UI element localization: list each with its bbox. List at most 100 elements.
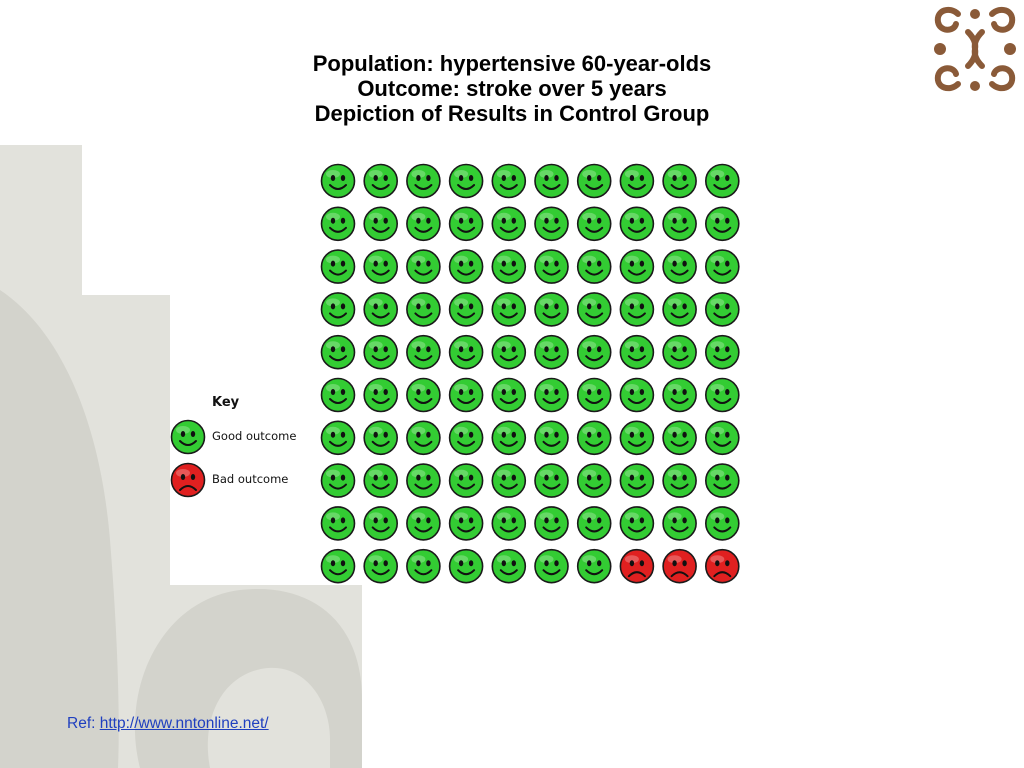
smiley-face-icon xyxy=(363,249,398,284)
smiley-face-icon xyxy=(704,463,740,498)
smiley-face-icon xyxy=(406,420,441,456)
legend-smiley-face-icon xyxy=(170,419,206,455)
reference-prefix: Ref: xyxy=(67,715,100,732)
smiley-face-icon xyxy=(534,292,569,327)
smiley-face-icon xyxy=(704,420,740,456)
smiley-face-icon xyxy=(662,377,697,413)
smiley-face-icon xyxy=(662,463,697,498)
smiley-face-icon xyxy=(491,292,527,327)
smiley-face-icon xyxy=(662,334,697,370)
smiley-face-icon xyxy=(448,334,484,370)
smiley-face-icon xyxy=(491,420,527,456)
smiley-face-icon xyxy=(662,163,697,199)
smiley-face-icon xyxy=(576,292,612,327)
smiley-face-icon xyxy=(320,334,356,370)
smiley-face-icon xyxy=(448,506,484,541)
smiley-face-icon xyxy=(534,377,569,413)
smiley-face-icon xyxy=(704,249,740,284)
smiley-face-icon xyxy=(406,292,441,327)
legend-label-bad: Bad outcome xyxy=(212,472,289,486)
smiley-face-icon xyxy=(534,463,569,498)
smiley-face-icon xyxy=(448,377,484,413)
frowny-face-icon xyxy=(662,548,697,584)
smiley-face-icon xyxy=(448,548,484,584)
smiley-face-icon xyxy=(704,377,740,413)
smiley-face-icon xyxy=(491,506,527,541)
smiley-face-icon xyxy=(320,163,356,199)
smiley-face-icon xyxy=(534,163,569,199)
smiley-face-icon xyxy=(363,506,398,541)
smiley-face-icon xyxy=(534,420,569,456)
smiley-face-icon xyxy=(363,163,398,199)
smiley-face-icon xyxy=(576,463,612,498)
background-swirl xyxy=(0,290,119,768)
smiley-face-icon xyxy=(619,420,655,456)
smiley-face-icon xyxy=(406,506,441,541)
smiley-face-icon xyxy=(704,206,740,242)
smiley-face-icon xyxy=(662,420,697,456)
smiley-face-icon xyxy=(320,463,356,498)
smiley-face-icon xyxy=(320,292,356,327)
legend-title: Key xyxy=(212,395,240,410)
legend-label-good: Good outcome xyxy=(212,429,297,443)
smiley-face-icon xyxy=(704,334,740,370)
smiley-face-icon xyxy=(448,163,484,199)
slide-title: Population: hypertensive 60-year-olds Ou… xyxy=(262,51,762,126)
smiley-face-icon xyxy=(491,334,527,370)
smiley-face-icon xyxy=(320,506,356,541)
smiley-face-icon xyxy=(363,377,398,413)
smiley-face-icon xyxy=(363,292,398,327)
smiley-face-icon xyxy=(363,420,398,456)
smiley-face-icon xyxy=(406,548,441,584)
smiley-face-icon xyxy=(576,163,612,199)
smiley-face-icon xyxy=(320,206,356,242)
smiley-face-icon xyxy=(406,334,441,370)
smiley-face-icon xyxy=(534,506,569,541)
smiley-face-icon xyxy=(704,292,740,327)
smiley-face-icon xyxy=(662,506,697,541)
smiley-face-icon xyxy=(491,206,527,242)
smiley-face-icon xyxy=(662,292,697,327)
ornamental-swirl-logo xyxy=(934,6,1016,92)
icon-array-chart xyxy=(170,163,740,584)
smiley-face-icon xyxy=(534,249,569,284)
smiley-face-icon xyxy=(662,249,697,284)
smiley-face-icon xyxy=(406,163,441,199)
smiley-face-icon xyxy=(320,420,356,456)
smiley-face-icon xyxy=(619,334,655,370)
smiley-face-icon xyxy=(534,206,569,242)
smiley-face-icon xyxy=(534,548,569,584)
smiley-face-icon xyxy=(576,249,612,284)
reference-line: Ref: http://www.nntonline.net/ xyxy=(67,715,269,733)
smiley-face-icon xyxy=(576,548,612,584)
background-swirl-hole xyxy=(207,667,330,768)
smiley-face-icon xyxy=(576,506,612,541)
smiley-face-icon xyxy=(363,206,398,242)
smiley-face-icon xyxy=(491,377,527,413)
frowny-face-icon xyxy=(704,548,740,584)
smiley-face-icon xyxy=(576,377,612,413)
smiley-face-icon xyxy=(534,334,569,370)
smiley-face-icon xyxy=(619,506,655,541)
smiley-face-icon xyxy=(320,548,356,584)
smiley-face-icon xyxy=(448,292,484,327)
reference-link[interactable]: http://www.nntonline.net/ xyxy=(99,715,269,732)
title-line-depiction: Depiction of Results in Control Group xyxy=(314,101,710,126)
frowny-face-icon xyxy=(619,548,655,584)
smiley-face-icon xyxy=(704,506,740,541)
smiley-face-icon xyxy=(448,206,484,242)
smiley-face-icon xyxy=(619,163,655,199)
title-line-population: Population: hypertensive 60-year-olds xyxy=(312,51,712,76)
smiley-face-icon xyxy=(406,249,441,284)
smiley-face-icon xyxy=(363,548,398,584)
smiley-face-icon xyxy=(576,206,612,242)
smiley-face-icon xyxy=(619,292,655,327)
smiley-face-icon xyxy=(491,548,527,584)
smiley-face-icon xyxy=(448,249,484,284)
smiley-face-icon xyxy=(448,420,484,456)
smiley-face-icon xyxy=(363,463,398,498)
smiley-face-icon xyxy=(491,249,527,284)
smiley-face-icon xyxy=(619,249,655,284)
smiley-face-icon xyxy=(320,249,356,284)
